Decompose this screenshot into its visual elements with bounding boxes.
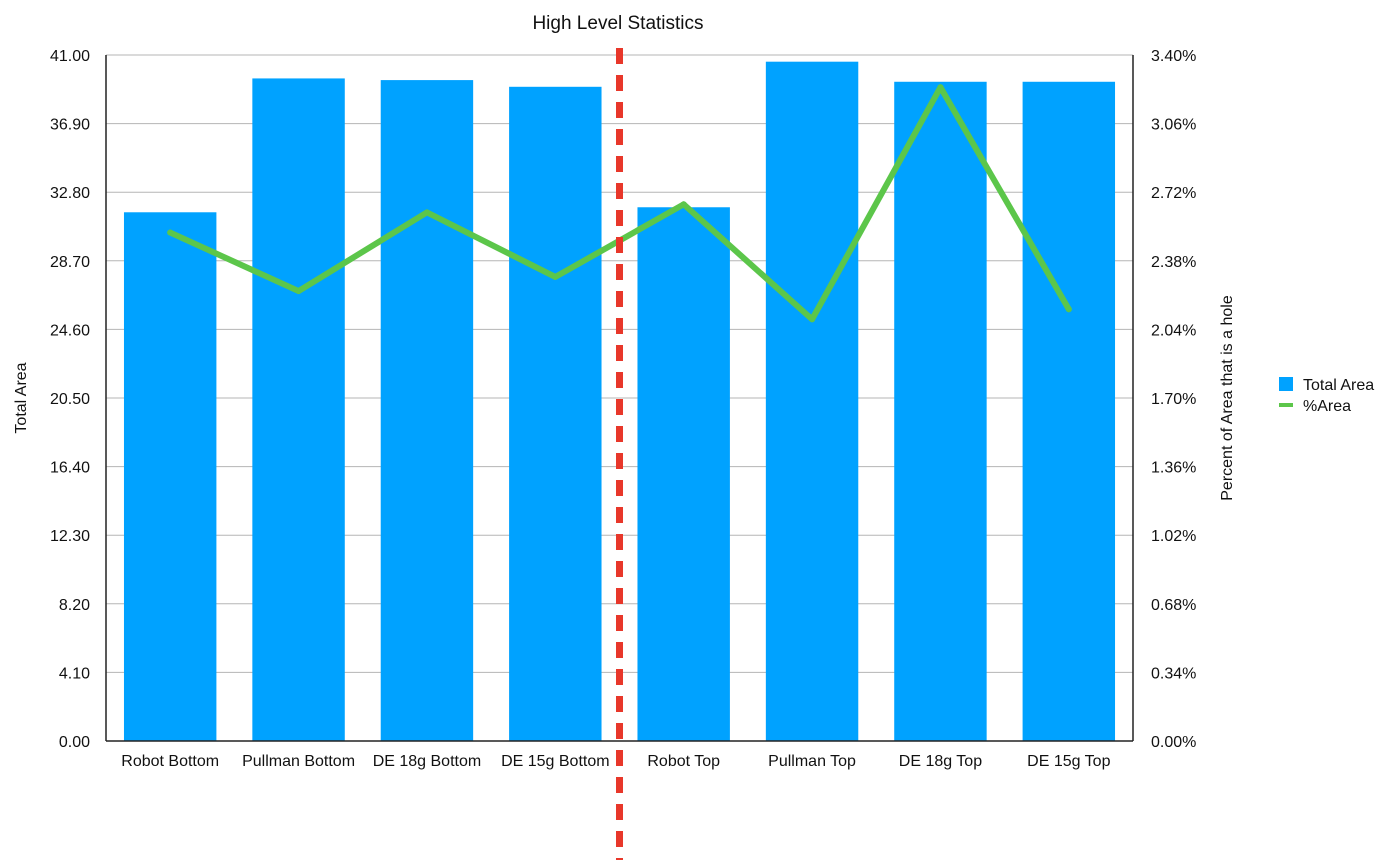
bar: [509, 86, 602, 742]
bar: [1022, 81, 1116, 741]
bar-series: [123, 61, 1116, 742]
bar: [765, 61, 859, 741]
y-tick-label-left: 36.90: [50, 117, 90, 134]
x-tick-label: DE 18g Top: [899, 753, 982, 770]
line-point: [295, 288, 302, 295]
y-tick-label-right: 1.36%: [1151, 460, 1196, 477]
legend-label-total-area: Total Area: [1303, 377, 1374, 394]
bar: [894, 81, 987, 741]
y-tick-label-right: 2.04%: [1151, 322, 1196, 339]
legend-swatch-total-area: [1279, 377, 1293, 391]
y-tick-label-right: 0.34%: [1151, 665, 1196, 682]
y-tick-label-right: 2.72%: [1151, 185, 1196, 202]
x-tick-label: DE 15g Bottom: [501, 753, 610, 770]
y-tick-label-left: 8.20: [59, 597, 90, 614]
bar: [123, 212, 217, 741]
x-axis-ticks: Robot Bottom Pullman Bottom DE 18g Bottom D…: [121, 753, 1110, 770]
y-tick-label-right: 1.70%: [1151, 391, 1196, 408]
line-point: [167, 229, 174, 236]
axes: [105, 55, 1134, 742]
y-axis-left-ticks: 0.00 4.10 8.20 12.30 16.40 20.50 24.60 28.70 32.…: [50, 48, 90, 751]
y-tick-label-right: 3.06%: [1151, 117, 1196, 134]
x-tick-label: DE 18g Bottom: [373, 753, 482, 770]
y-axis-right-title: Percent of Area that is a hole: [1219, 295, 1236, 501]
y-tick-label-right: 3.40%: [1151, 48, 1196, 65]
x-tick-label: Robot Top: [647, 753, 720, 770]
y-tick-label-left: 32.80: [50, 185, 90, 202]
x-tick-label: DE 15g Top: [1027, 753, 1110, 770]
y-tick-label-left: 24.60: [50, 322, 90, 339]
line-point: [423, 209, 430, 216]
y-tick-label-left: 4.10: [59, 665, 90, 682]
y-tick-label-left: 12.30: [50, 528, 90, 545]
bar: [637, 207, 730, 741]
legend-label-percent-area: %Area: [1303, 398, 1351, 415]
line-point: [680, 201, 687, 208]
y-tick-label-left: 28.70: [50, 254, 90, 271]
line-point: [937, 84, 944, 91]
y-tick-label-left: 41.00: [50, 48, 90, 65]
line-point: [552, 273, 559, 280]
y-tick-label-right: 0.00%: [1151, 734, 1196, 751]
x-tick-label: Robot Bottom: [121, 753, 219, 770]
y-tick-label-left: 16.40: [50, 460, 90, 477]
y-axis-left-title: Total Area: [13, 362, 30, 433]
y-tick-label-left: 0.00: [59, 734, 90, 751]
chart-title: High Level Statistics: [532, 13, 703, 34]
line-point: [1065, 306, 1072, 313]
y-axis-right-ticks: 0.00% 0.34% 0.68% 1.02% 1.36% 1.70% 2.04% 2.38%…: [1151, 48, 1196, 751]
legend: Total Area %Area: [1279, 377, 1374, 415]
y-tick-label-right: 0.68%: [1151, 597, 1196, 614]
y-tick-label-right: 1.02%: [1151, 528, 1196, 545]
bar: [252, 78, 345, 742]
y-tick-label-right: 2.38%: [1151, 254, 1196, 271]
bar: [380, 80, 474, 742]
y-tick-label-left: 20.50: [50, 391, 90, 408]
line-point: [809, 316, 816, 323]
x-tick-label: Pullman Bottom: [242, 753, 355, 770]
x-tick-label: Pullman Top: [768, 753, 856, 770]
